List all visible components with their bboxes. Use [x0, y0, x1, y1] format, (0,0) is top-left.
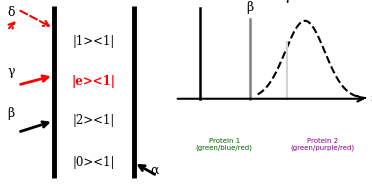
Text: α: α: [150, 164, 158, 177]
Text: β: β: [7, 107, 15, 120]
Text: δ: δ: [7, 6, 15, 19]
Text: α: α: [196, 0, 205, 3]
Text: time: time: [370, 94, 372, 104]
Text: β: β: [246, 1, 253, 14]
Text: |0><1|: |0><1|: [73, 156, 115, 169]
Text: |1><1|: |1><1|: [73, 35, 115, 48]
Text: γ: γ: [283, 0, 291, 3]
Text: |e><1|: |e><1|: [72, 75, 116, 88]
Text: Protein 2
(green/purple/red): Protein 2 (green/purple/red): [291, 138, 355, 151]
Text: γ: γ: [7, 65, 15, 78]
Text: |2><1|: |2><1|: [73, 115, 115, 127]
Text: Protein 1
(green/blue/red): Protein 1 (green/blue/red): [196, 138, 253, 151]
